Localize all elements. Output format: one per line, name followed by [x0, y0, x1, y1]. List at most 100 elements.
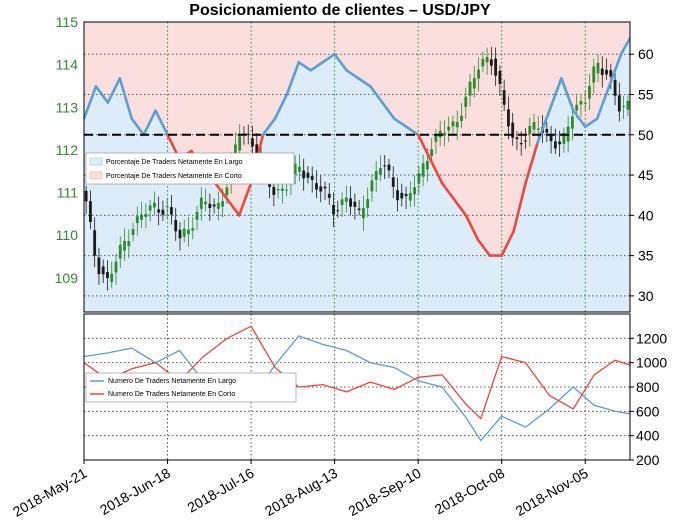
sentiment-line-segment	[273, 93, 289, 120]
sentiment-axis-ticks: 30 35 40 45 50 55 60	[630, 46, 654, 304]
candle-body	[511, 122, 515, 138]
sentiment-line-segment	[464, 214, 480, 241]
candle-body	[583, 102, 587, 104]
candle-body	[434, 134, 438, 142]
candle-body	[199, 197, 203, 209]
candle-body	[443, 132, 446, 136]
count-tick-label: 400	[636, 428, 660, 444]
candle-body	[596, 62, 600, 74]
candle-body	[157, 209, 161, 213]
sentiment-line-segment	[560, 77, 575, 112]
sentiment-line-segment	[225, 197, 241, 217]
candle-body	[507, 109, 510, 127]
sentiment-line-segment	[106, 77, 122, 104]
sentiment-tick-label: 30	[638, 288, 654, 304]
candle-body	[123, 240, 126, 251]
candle-body	[165, 206, 169, 208]
candle-body	[622, 106, 626, 108]
price-axis-ticks: 109 110 111 112 113 114 115	[55, 14, 79, 286]
candle-body	[306, 172, 310, 178]
candle-body	[562, 132, 566, 144]
candle-body	[400, 192, 404, 199]
candle-body	[340, 199, 344, 206]
candle-body	[460, 115, 463, 122]
price-tick-label: 113	[56, 99, 79, 115]
candle-body	[221, 201, 225, 207]
candle-body	[204, 201, 207, 205]
candle-body	[524, 140, 527, 142]
sentiment-line-segment	[309, 60, 324, 72]
sentiment-line-segment	[392, 117, 408, 129]
candle-body	[336, 210, 340, 212]
count-tick-label: 800	[636, 379, 660, 395]
bottom-legend: Numero De Traders Netamente En Largo Num…	[85, 372, 297, 403]
candle-body	[327, 193, 331, 198]
candle-body	[251, 138, 254, 147]
candle-body	[396, 190, 399, 201]
price-tick-label: 115	[56, 14, 79, 30]
sentiment-line-segment	[345, 69, 360, 80]
sentiment-line-segment	[154, 109, 169, 137]
short-share-area	[84, 22, 630, 256]
candle-body	[485, 56, 489, 63]
sentiment-tick-label: 35	[638, 248, 654, 264]
count-axis-ticks: 200 400 600 800 1000 1200	[630, 330, 667, 468]
candle-body	[344, 197, 348, 202]
sentiment-tick-label: 55	[638, 87, 654, 103]
price-candles	[84, 46, 630, 291]
sentiment-line-segment	[607, 52, 623, 88]
candle-body	[404, 193, 408, 197]
candle-body	[135, 216, 139, 224]
date-tick-label: 2018-Oct-08	[432, 465, 508, 518]
sentiment-line-segment	[524, 141, 539, 185]
legend-label-short-count: Numero De Traders Netamente En Corto	[108, 391, 235, 398]
candle-body	[502, 90, 506, 105]
sentiment-line-segment	[84, 85, 98, 120]
candle-body	[216, 202, 220, 209]
sentiment-line-segment	[285, 60, 301, 96]
sentiment-line-segment	[428, 157, 444, 185]
candle-body	[498, 70, 502, 84]
sentiment-line-segment	[595, 85, 611, 120]
price-tick-label: 114	[56, 57, 79, 73]
legend-label-long: Porcentaje De Traders Netamente En Largo	[106, 159, 243, 166]
sentiment-line-segment	[619, 36, 630, 56]
candle-body	[276, 188, 280, 191]
candle-body	[387, 164, 391, 171]
date-tick-label: 2018-Jul-16	[185, 465, 257, 516]
sentiment-line-segment	[321, 52, 336, 64]
candle-body	[374, 170, 378, 180]
sentiment-line-segment	[369, 85, 384, 104]
top-legend: Porcentaje De Traders Netamente En Largo…	[85, 152, 295, 185]
sentiment-line-segment	[512, 181, 527, 233]
sentiment-line-segment	[381, 101, 396, 120]
candle-body	[600, 68, 604, 76]
sentiment-line-segment	[440, 181, 456, 201]
price-tick-label: 109	[55, 270, 79, 286]
sentiment-line-segment	[130, 117, 145, 137]
series-line-long-count	[84, 335, 630, 442]
candle-body	[212, 204, 216, 207]
sentiment-line-segment	[452, 197, 468, 217]
price-tick-label: 110	[56, 227, 79, 243]
candle-body	[447, 126, 451, 131]
candle-body	[481, 58, 485, 67]
candle-body	[464, 96, 468, 107]
candle-body	[298, 166, 301, 172]
candle-body	[315, 183, 318, 190]
candle-body	[332, 205, 335, 215]
sentiment-line-segment	[118, 77, 134, 120]
legend-box	[85, 152, 295, 185]
date-axis-ticks: 2018-May-21 2018-Jun-18 2018-Jul-16 2018-Au…	[10, 460, 591, 520]
sentiment-line-segment	[476, 238, 492, 257]
candle-body	[195, 211, 199, 220]
candle-body	[114, 261, 118, 273]
sentiment-tick-label: 45	[638, 167, 654, 183]
candle-body	[152, 202, 156, 208]
candle-body	[93, 230, 97, 256]
candle-body	[553, 141, 557, 149]
date-tick-label: 2018-Nov-05	[513, 465, 591, 519]
sentiment-line-segment	[536, 109, 551, 145]
candle-body	[302, 170, 306, 179]
